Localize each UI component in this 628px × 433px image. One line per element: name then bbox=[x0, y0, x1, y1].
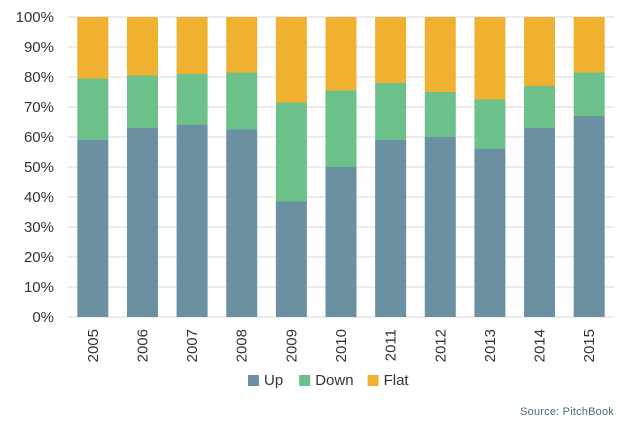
x-tick-label: 2012 bbox=[432, 329, 449, 362]
bar-up-2012 bbox=[424, 137, 456, 317]
bar-up-2011 bbox=[375, 140, 407, 317]
bar-down-2007 bbox=[176, 74, 208, 125]
bar-flat-2005 bbox=[77, 17, 109, 79]
bar-down-2013 bbox=[474, 99, 506, 149]
bar-down-2010 bbox=[325, 90, 357, 167]
legend-label-up: Up bbox=[264, 372, 283, 389]
y-tick-label: 30% bbox=[24, 219, 54, 236]
bar-up-2009 bbox=[275, 201, 307, 317]
bar-flat-2013 bbox=[474, 17, 506, 100]
bar-down-2006 bbox=[126, 75, 158, 128]
bar-down-2008 bbox=[226, 72, 258, 130]
bar-down-2014 bbox=[524, 86, 556, 128]
axes: 0% 10% 20% 30% 40% 50% 60% 70% 80% 90% 100% 2005 200… bbox=[16, 9, 599, 362]
bar-flat-2012 bbox=[424, 17, 456, 92]
legend-swatch-flat bbox=[367, 375, 379, 386]
bar-flat-2006 bbox=[126, 17, 158, 76]
bar-up-2005 bbox=[77, 140, 109, 317]
x-tick-label: 2013 bbox=[482, 329, 499, 362]
legend-swatch-down bbox=[299, 375, 311, 386]
y-tick-label: 80% bbox=[24, 69, 54, 86]
legend: Up Down Flat bbox=[248, 372, 409, 389]
bar-flat-2014 bbox=[524, 17, 556, 86]
bar-down-2011 bbox=[375, 83, 407, 140]
bars bbox=[77, 17, 605, 317]
x-tick-label: 2009 bbox=[283, 329, 300, 362]
bar-down-2005 bbox=[77, 78, 109, 140]
bar-up-2013 bbox=[474, 149, 506, 317]
x-tick-label: 2006 bbox=[134, 329, 151, 362]
bar-down-2015 bbox=[573, 72, 605, 116]
bar-up-2007 bbox=[176, 125, 208, 317]
bar-flat-2007 bbox=[176, 17, 208, 74]
bar-flat-2015 bbox=[573, 17, 605, 73]
x-tick-label: 2011 bbox=[383, 329, 400, 361]
y-tick-label: 20% bbox=[24, 249, 54, 266]
bar-down-2009 bbox=[275, 102, 307, 202]
y-tick-label: 40% bbox=[24, 189, 54, 206]
y-tick-label: 90% bbox=[24, 39, 54, 56]
bar-flat-2011 bbox=[375, 17, 407, 83]
y-tick-label: 100% bbox=[16, 9, 54, 26]
y-tick-label: 50% bbox=[24, 159, 54, 176]
bar-flat-2010 bbox=[325, 17, 357, 91]
bar-up-2006 bbox=[126, 128, 158, 317]
x-tick-label: 2008 bbox=[234, 329, 251, 362]
bar-down-2012 bbox=[424, 92, 456, 137]
bar-flat-2008 bbox=[226, 17, 258, 73]
bar-flat-2009 bbox=[275, 17, 307, 103]
x-tick-label: 2010 bbox=[333, 329, 350, 362]
legend-label-down: Down bbox=[315, 372, 353, 389]
y-tick-label: 10% bbox=[24, 279, 54, 296]
legend-label-flat: Flat bbox=[384, 372, 410, 389]
x-tick-label: 2005 bbox=[85, 329, 102, 362]
y-tick-label: 70% bbox=[24, 99, 54, 116]
legend-swatch-up bbox=[248, 375, 259, 386]
x-tick-label: 2015 bbox=[581, 329, 598, 362]
source-note: Source: PitchBook bbox=[520, 406, 614, 418]
x-tick-label: 2014 bbox=[532, 329, 549, 362]
bar-up-2015 bbox=[573, 116, 605, 317]
bar-up-2010 bbox=[325, 167, 357, 317]
y-tick-label: 0% bbox=[32, 309, 54, 326]
y-tick-label: 60% bbox=[24, 129, 54, 146]
bar-up-2008 bbox=[226, 129, 258, 317]
bar-up-2014 bbox=[524, 128, 556, 317]
x-tick-label: 2007 bbox=[184, 329, 201, 362]
